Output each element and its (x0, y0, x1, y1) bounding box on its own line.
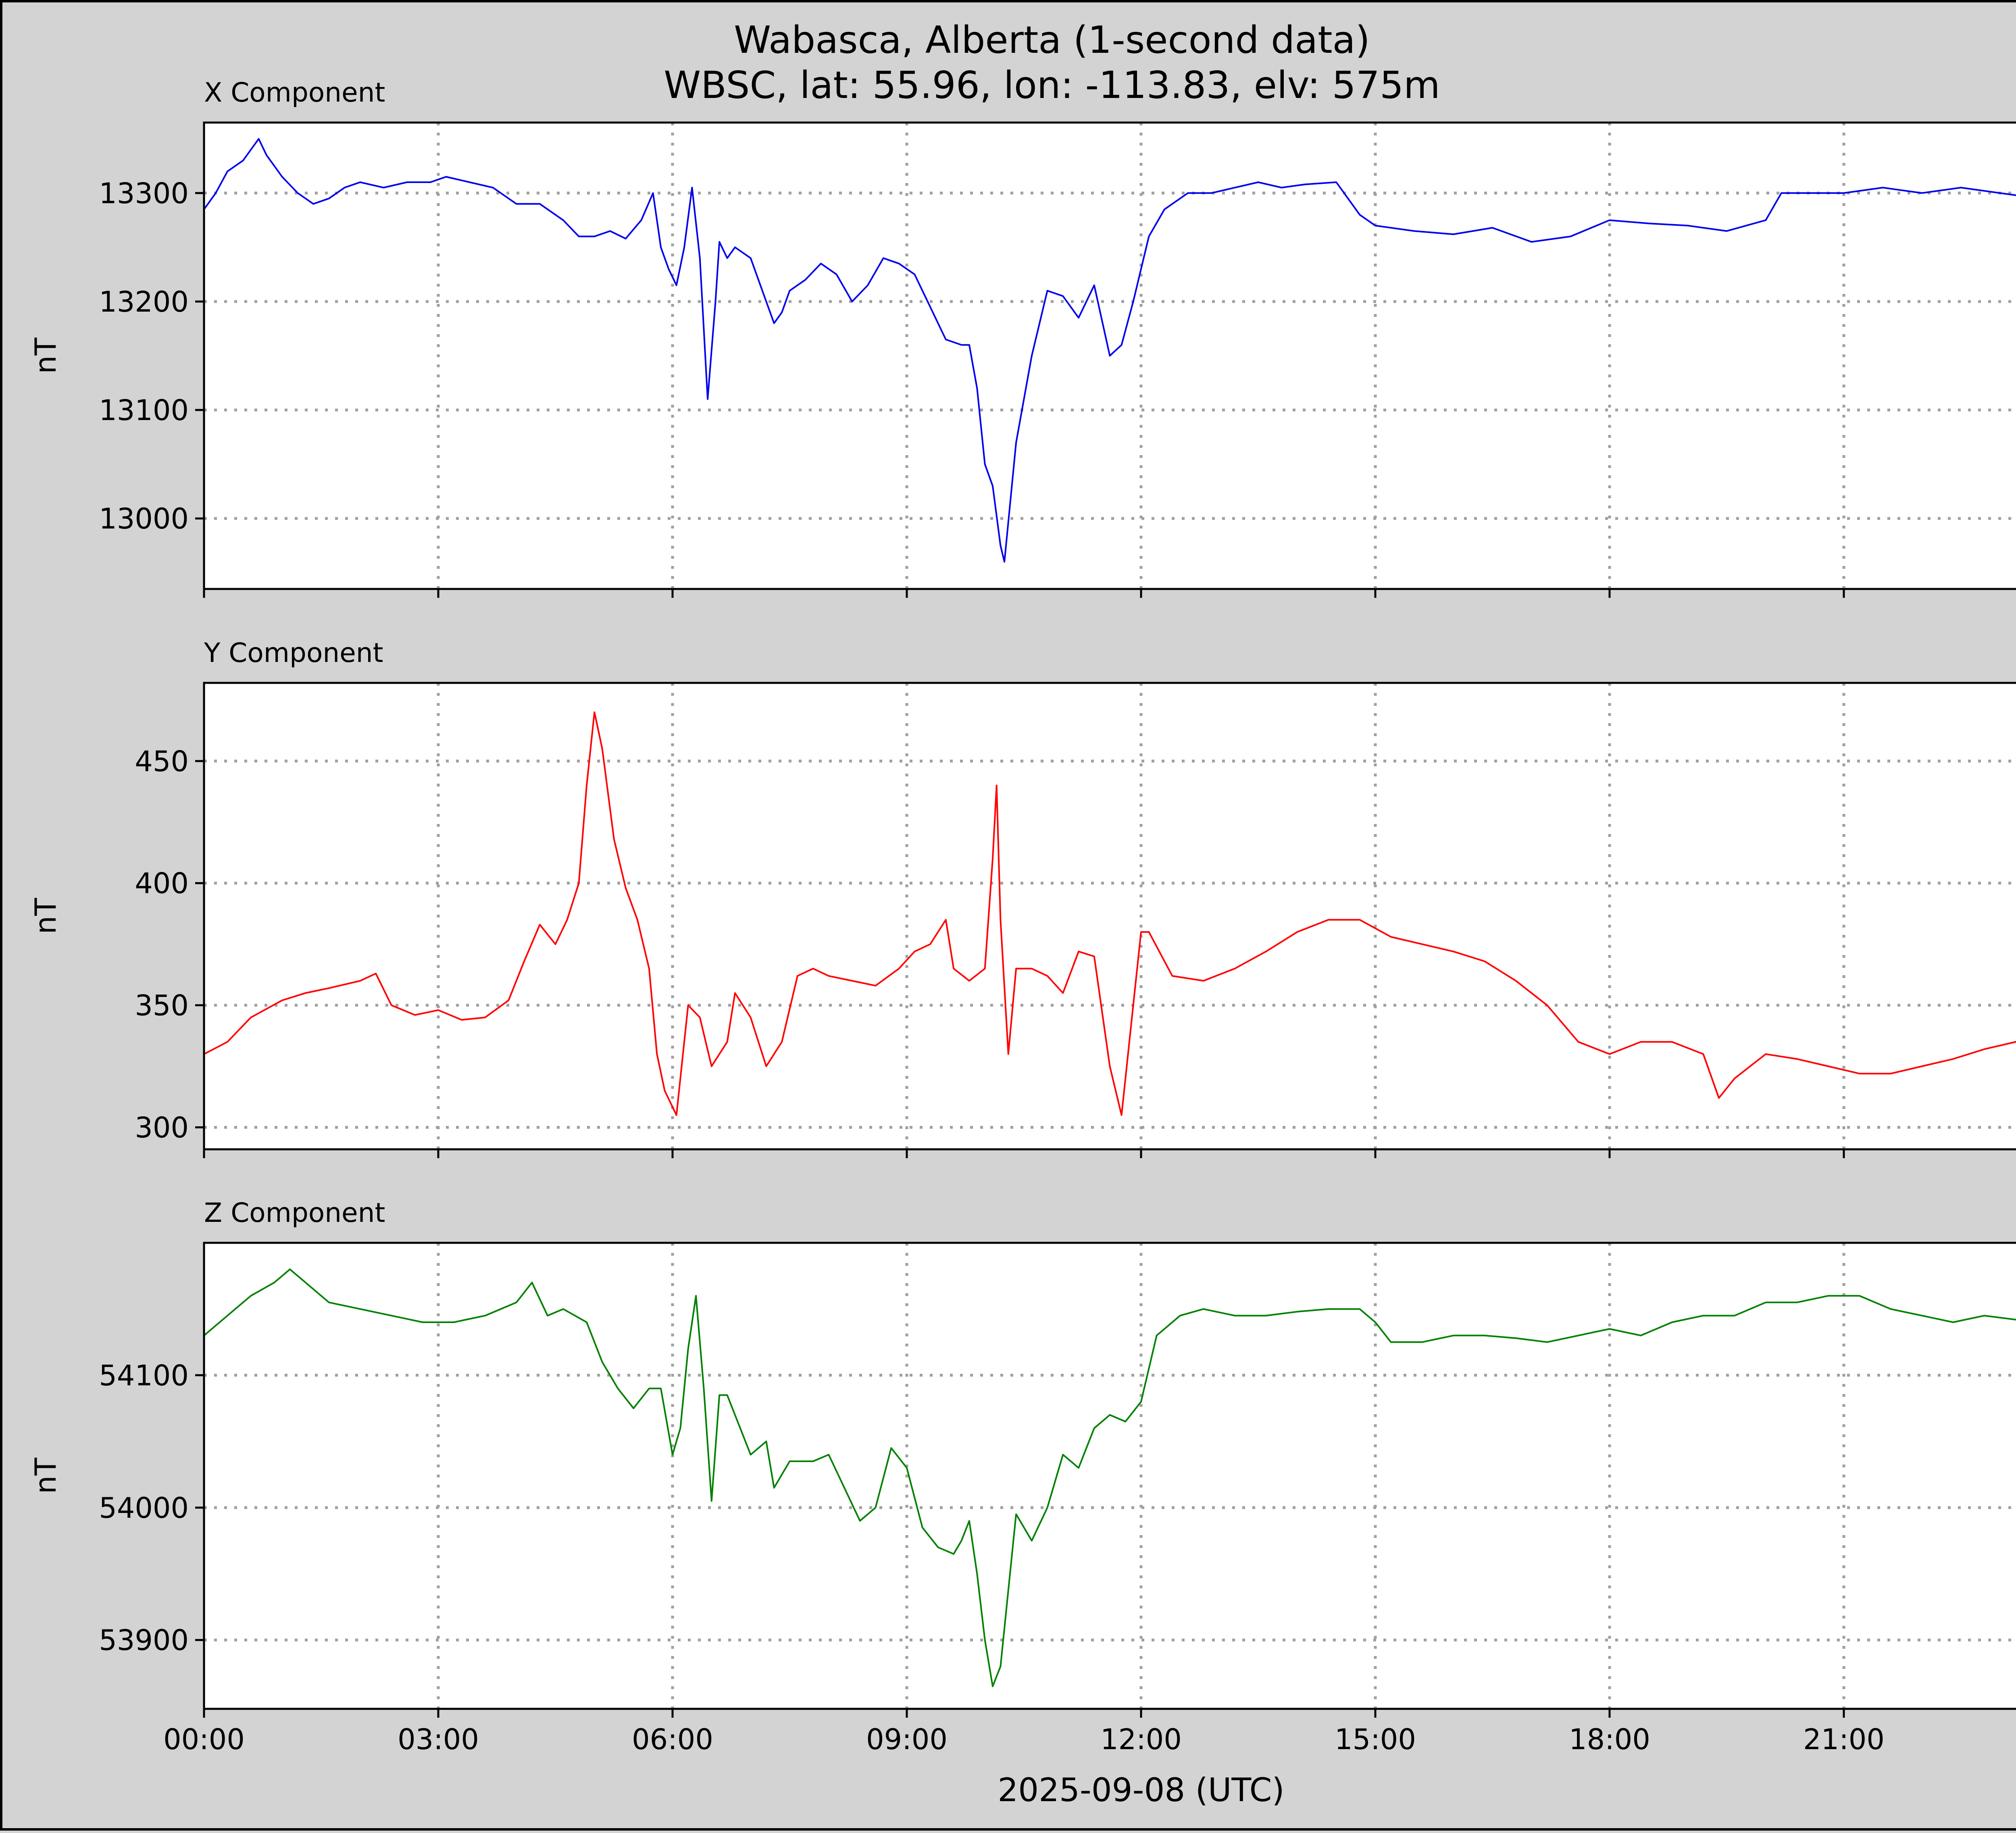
y-tick-label: 13300 (99, 177, 189, 210)
x-axis-label: 2025-09-08 (UTC) (998, 1771, 1284, 1809)
plot-area (203, 682, 2016, 1151)
panel-title: X Component (204, 77, 385, 108)
panel-1: X Component nT 13000 13100 13200 13300 (29, 77, 2016, 598)
plot-frame (203, 121, 2016, 590)
x-tick-label: 12:00 (1100, 1723, 1182, 1756)
panel-2: Y Component nT 300 350 400 450 (29, 637, 2016, 1158)
y-tick-label: 54100 (99, 1359, 189, 1392)
plot-frame (203, 682, 2016, 1151)
panel-title: Y Component (204, 637, 383, 668)
x-tick-label: 06:00 (632, 1723, 713, 1756)
chart-title: Wabasca, Alberta (1-second data) (734, 18, 1370, 62)
y-tick-label: 13200 (99, 285, 189, 318)
y-tick-label: 13100 (99, 394, 189, 427)
x-tick-label: 03:00 (398, 1723, 479, 1756)
y-tick-label: 300 (135, 1111, 189, 1144)
y-tick-label: 400 (135, 867, 189, 900)
y-tick-label: 450 (135, 745, 189, 778)
x-tick-label: 18:00 (1569, 1723, 1650, 1756)
panel-title: Z Component (204, 1197, 385, 1228)
panels: X Component nT 13000 13100 13200 13300 Y Compo… (29, 77, 2016, 1756)
panel-3: Z Component nT 00:00 03:00 06:00 09:00 12:00 15… (29, 1197, 2016, 1756)
y-tick-label: 13000 (99, 502, 189, 535)
series-line-z (203, 1268, 2016, 1687)
x-tick-label: 09:00 (866, 1723, 948, 1756)
series-line-y (204, 711, 2016, 1116)
plot-area (203, 1242, 2016, 1710)
y-tick-label: 53900 (99, 1624, 189, 1657)
y-axis-label: nT (29, 1457, 62, 1494)
y-axis-label: nT (29, 337, 62, 374)
plot-frame (203, 1242, 2016, 1710)
x-tick-label: 00:00 (163, 1723, 245, 1756)
x-tick-label: 21:00 (1803, 1723, 1885, 1756)
y-tick-label: 350 (135, 989, 189, 1022)
x-tick-label: 15:00 (1335, 1723, 1416, 1756)
y-tick-label: 54000 (99, 1492, 189, 1525)
chart-subtitle: WBSC, lat: 55.96, lon: -113.83, elv: 575… (664, 63, 1440, 107)
series-line-x (203, 138, 2016, 563)
y-axis-label: nT (29, 898, 62, 934)
